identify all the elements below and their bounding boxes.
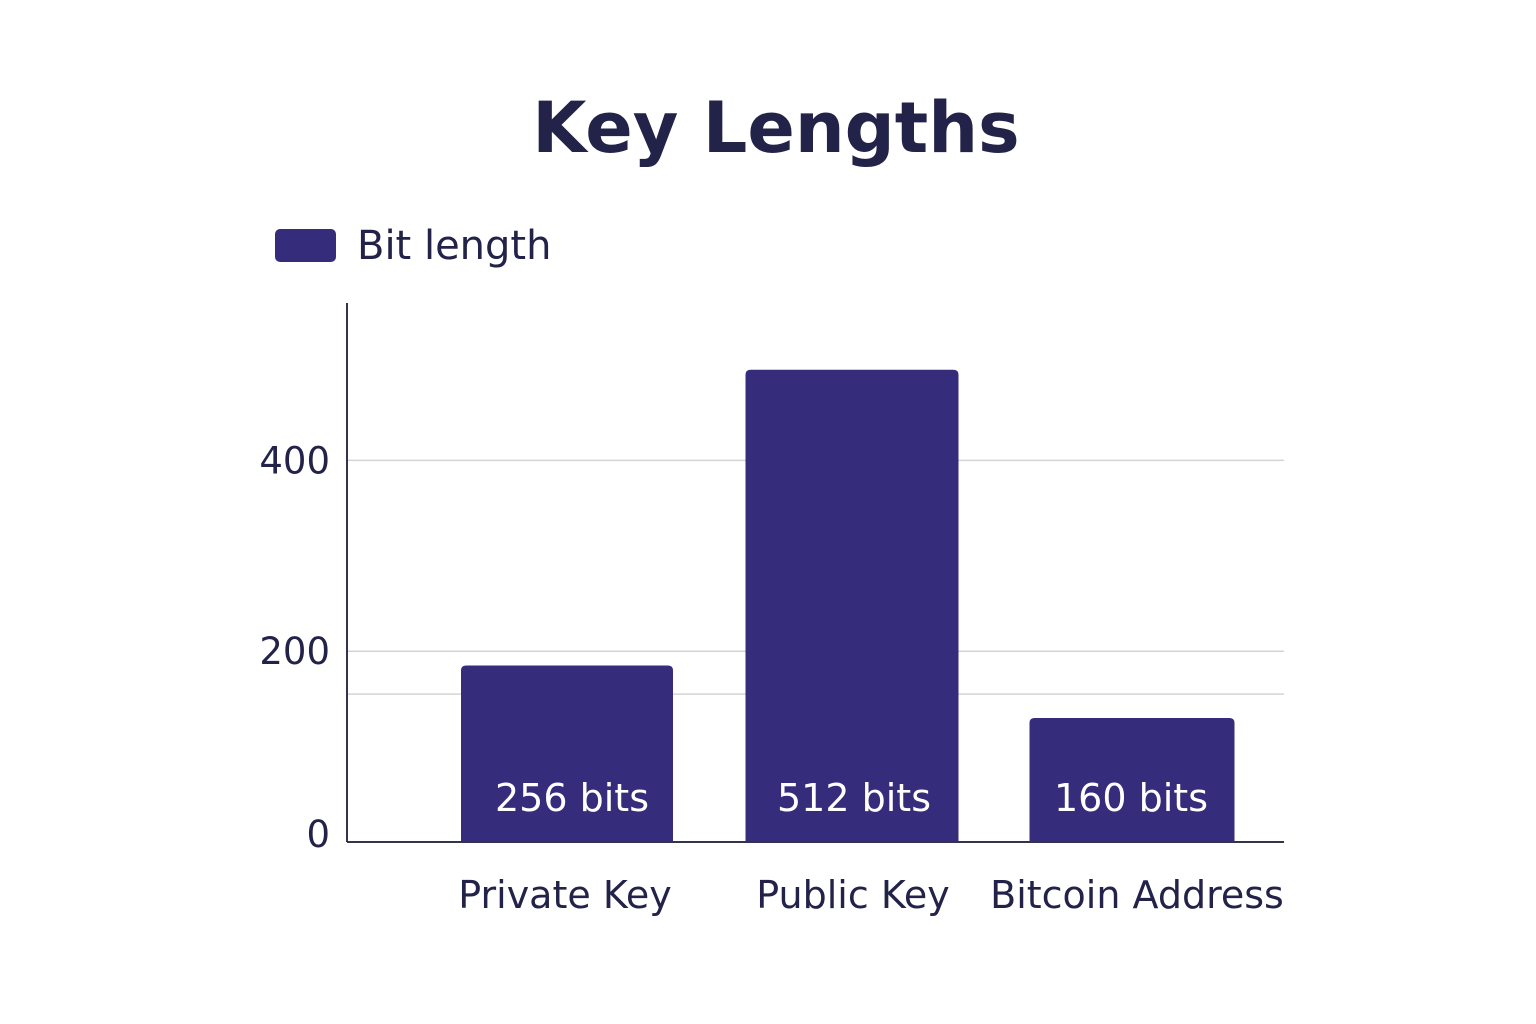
- legend-swatch: [275, 229, 336, 262]
- legend: Bit length: [275, 223, 551, 269]
- bar: [1029, 717, 1235, 842]
- bars: [461, 369, 1235, 842]
- bar-data-label: 256 bits: [495, 776, 649, 820]
- legend-label: Bit length: [357, 223, 551, 269]
- chart-title: Key Lengths: [532, 87, 1019, 169]
- x-axis-categories: Private Key Public Key Bitcoin Address: [458, 873, 1284, 917]
- y-tick-label: 400: [259, 439, 330, 482]
- bar-data-label: 512 bits: [777, 776, 931, 820]
- bar-data-labels: 256 bits 512 bits 160 bits: [495, 776, 1208, 820]
- x-category-label: Private Key: [458, 873, 671, 917]
- axes: [346, 303, 1284, 843]
- y-tick-label: 200: [259, 630, 330, 673]
- bar-data-label: 160 bits: [1054, 776, 1208, 820]
- bar: [745, 369, 959, 842]
- y-tick-label: 0: [306, 813, 330, 856]
- x-category-label: Bitcoin Address: [990, 873, 1284, 917]
- x-category-label: Public Key: [756, 873, 949, 917]
- bar: [461, 665, 673, 842]
- y-axis-ticks: 0 200 400: [259, 439, 330, 856]
